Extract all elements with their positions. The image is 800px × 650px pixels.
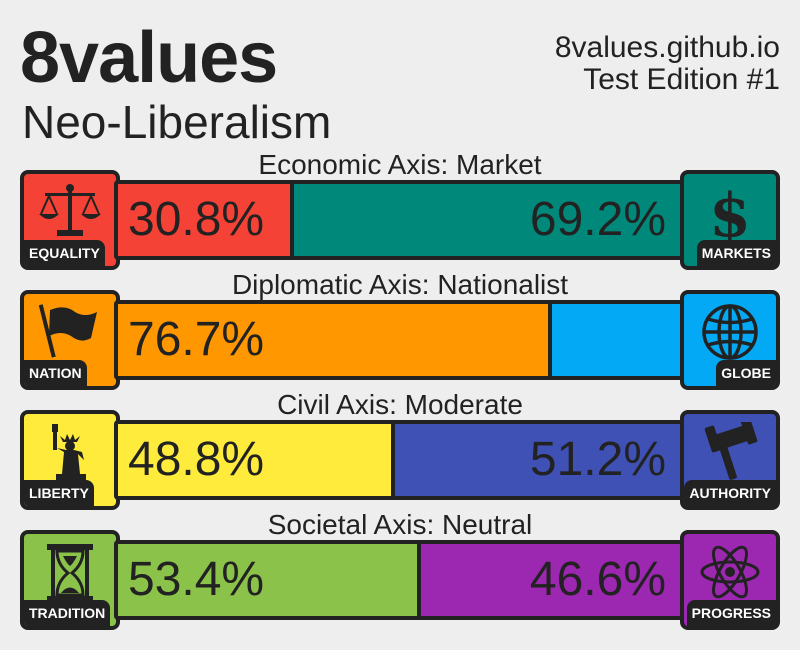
- tradition-bar: [118, 544, 417, 616]
- nation-tag: NATION: [24, 360, 87, 386]
- civil-axis-label: Civil Axis: Moderate: [277, 389, 523, 420]
- societal-bar: 53.4% 46.6%: [114, 540, 686, 620]
- civil-bar: 48.8% 51.2%: [114, 420, 686, 500]
- tradition-tag: TRADITION: [24, 600, 111, 626]
- site-url: 8values.github.io: [554, 31, 780, 64]
- dollar-icon: $: [709, 182, 751, 244]
- progress-icon-box: PROGRESS: [680, 530, 780, 630]
- nation-icon-box: NATION: [20, 290, 120, 390]
- app-title: 8values: [20, 18, 278, 98]
- markets-percent: 69.2%: [529, 193, 666, 246]
- authority-bar: [395, 424, 682, 496]
- societal-axis-label: Societal Axis: Neutral: [267, 509, 533, 540]
- liberty-tag: LIBERTY: [24, 480, 94, 506]
- equality-icon-box: EQUALITY: [20, 170, 120, 270]
- diplomatic-bar: 76.7%: [114, 300, 686, 380]
- globe-icon-box: GLOBE: [680, 290, 780, 390]
- liberty-bar: [118, 424, 391, 496]
- equality-bar: [118, 184, 290, 256]
- globe-tag: GLOBE: [716, 360, 776, 386]
- progress-tag: PROGRESS: [686, 600, 776, 626]
- nation-bar: [118, 304, 548, 376]
- liberty-icon-box: LIBERTY: [20, 410, 120, 510]
- edition-label: Test Edition #1: [583, 63, 780, 96]
- markets-icon-box: $ MARKETS: [680, 170, 780, 270]
- flag-icon: [39, 304, 97, 358]
- markets-tag: MARKETS: [696, 240, 776, 266]
- hourglass-icon: [47, 544, 93, 602]
- globe-icon: [702, 304, 758, 360]
- progress-percent: 46.6%: [529, 553, 666, 606]
- authority-icon-box: AUTHORITY: [680, 410, 780, 510]
- liberty-percent: 48.8%: [128, 433, 265, 486]
- authority-tag: AUTHORITY: [684, 480, 776, 506]
- economic-bar: 30.8% 69.2%: [114, 180, 686, 260]
- diplomatic-axis-label: Diplomatic Axis: Nationalist: [231, 269, 569, 300]
- gavel-icon: [704, 422, 758, 480]
- scales-icon: [39, 184, 101, 236]
- statue-icon: [52, 424, 86, 482]
- progress-bar: [421, 544, 682, 616]
- atom-icon: [700, 545, 760, 599]
- markets-bar: [294, 184, 682, 256]
- equality-tag: EQUALITY: [24, 240, 105, 266]
- equality-percent: 30.8%: [128, 193, 265, 246]
- tradition-icon-box: TRADITION: [20, 530, 120, 630]
- authority-percent: 51.2%: [529, 433, 666, 486]
- svg-text:$: $: [709, 182, 751, 244]
- globe-bar: [552, 304, 682, 376]
- economic-axis-label: Economic Axis: Market: [258, 149, 542, 180]
- ideology-name: Neo-Liberalism: [22, 96, 332, 148]
- tradition-percent: 53.4%: [128, 553, 265, 606]
- nation-percent: 76.7%: [128, 313, 265, 366]
